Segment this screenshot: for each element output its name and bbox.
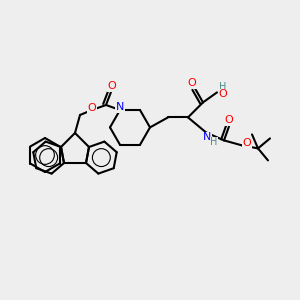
Text: N: N: [203, 132, 211, 142]
Text: O: O: [219, 89, 227, 99]
Text: O: O: [243, 138, 251, 148]
Text: H: H: [219, 82, 227, 92]
Text: O: O: [225, 116, 233, 125]
Text: O: O: [188, 78, 196, 88]
Text: O: O: [108, 81, 116, 91]
Text: H: H: [210, 137, 218, 147]
Text: O: O: [88, 103, 96, 113]
Text: N: N: [116, 102, 124, 112]
